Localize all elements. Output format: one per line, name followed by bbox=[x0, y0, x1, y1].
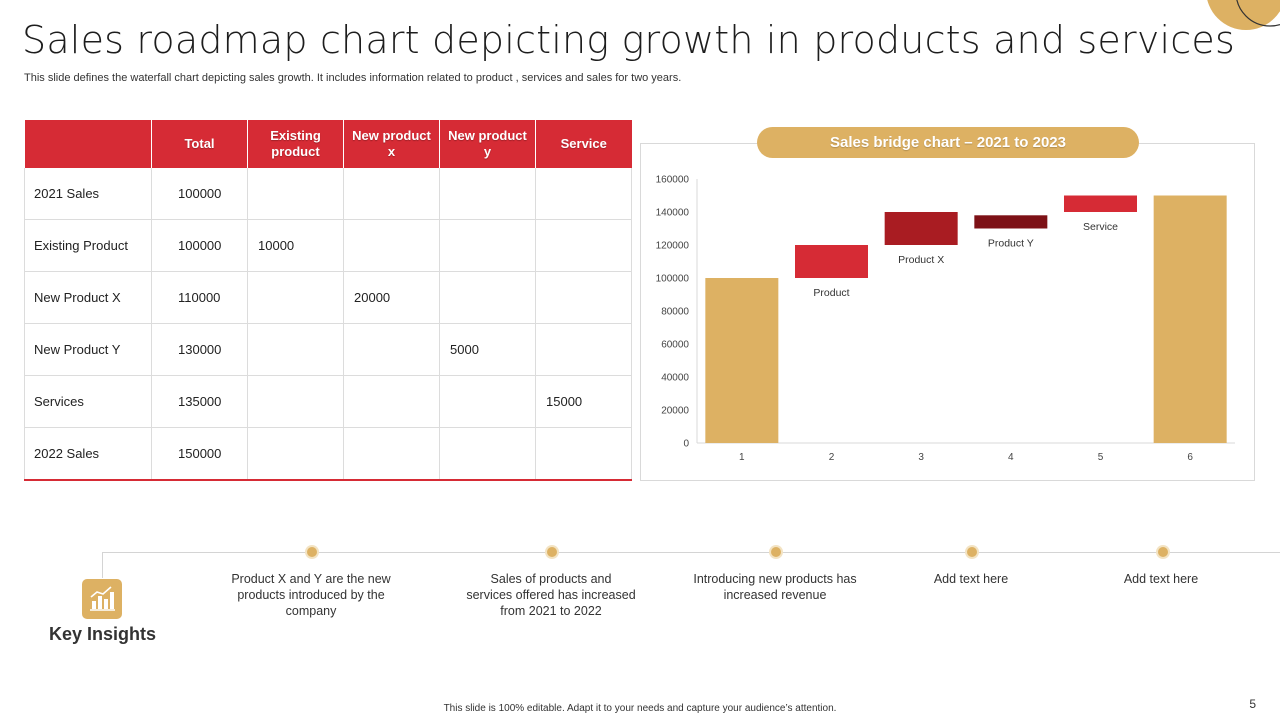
table-cell bbox=[247, 375, 344, 428]
table-header-cell: Total bbox=[151, 120, 248, 168]
table-row: 2021 Sales 100000 bbox=[24, 168, 632, 220]
y-tick-label: 80000 bbox=[661, 307, 689, 318]
timeline-connector bbox=[102, 552, 103, 578]
x-tick-label: 3 bbox=[918, 452, 924, 463]
table-header-row: Total Existing product New product x New… bbox=[24, 120, 632, 168]
insight-text: Introducing new products has increased r… bbox=[693, 572, 857, 602]
table-cell bbox=[439, 427, 536, 481]
bar-data-label: Product bbox=[813, 287, 849, 299]
table-cell: 100000 bbox=[151, 168, 248, 220]
table-cell bbox=[247, 427, 344, 481]
table-cell bbox=[247, 271, 344, 324]
table-cell bbox=[343, 168, 440, 220]
timeline-dot bbox=[307, 547, 317, 557]
page-title: Sales roadmap chart depicting growth in … bbox=[22, 18, 1235, 62]
page-subtitle: This slide defines the waterfall chart d… bbox=[24, 72, 682, 84]
y-tick-label: 100000 bbox=[656, 274, 690, 285]
insight-text: Sales of products and services offered h… bbox=[466, 572, 636, 618]
table-cell: New Product Y bbox=[24, 323, 152, 376]
y-tick-label: 60000 bbox=[661, 340, 689, 351]
timeline-dot bbox=[1158, 547, 1168, 557]
table-cell bbox=[439, 271, 536, 324]
waterfall-bar bbox=[705, 278, 779, 443]
table-cell: 110000 bbox=[151, 271, 248, 324]
table-cell bbox=[535, 168, 632, 220]
x-tick-label: 4 bbox=[1008, 452, 1014, 463]
table-cell: 150000 bbox=[151, 427, 248, 481]
table-cell bbox=[343, 375, 440, 428]
table-cell: 130000 bbox=[151, 323, 248, 376]
table-row: Existing Product 100000 10000 bbox=[24, 219, 632, 272]
footer-note: This slide is 100% editable. Adapt it to… bbox=[443, 703, 837, 714]
table-cell bbox=[439, 219, 536, 272]
waterfall-bar bbox=[1153, 195, 1227, 443]
insight-text: Product X and Y are the new products int… bbox=[231, 572, 391, 618]
chart-title: Sales bridge chart – 2021 to 2023 bbox=[757, 127, 1139, 158]
waterfall-bar bbox=[884, 212, 958, 245]
table-header-cell bbox=[24, 120, 152, 168]
timeline-dot bbox=[547, 547, 557, 557]
y-tick-label: 20000 bbox=[661, 406, 689, 417]
table-cell bbox=[439, 375, 536, 428]
table-cell bbox=[343, 323, 440, 376]
waterfall-bar bbox=[1064, 195, 1137, 212]
waterfall-bar bbox=[974, 215, 1048, 229]
sales-table: Total Existing product New product x New… bbox=[24, 120, 632, 481]
table-cell: 135000 bbox=[151, 375, 248, 428]
table-cell bbox=[535, 219, 632, 272]
insight-text: Add text here bbox=[933, 572, 1009, 586]
table-row: New Product X 110000 20000 bbox=[24, 271, 632, 324]
waterfall-bar bbox=[795, 245, 868, 278]
table-cell: 15000 bbox=[535, 375, 632, 428]
table-row: New Product Y 130000 5000 bbox=[24, 323, 632, 376]
x-tick-label: 1 bbox=[739, 452, 745, 463]
table-cell: New Product X bbox=[24, 271, 152, 324]
table-cell: 5000 bbox=[439, 323, 536, 376]
table-cell: Services bbox=[24, 375, 152, 428]
table-cell bbox=[247, 168, 344, 220]
y-tick-label: 140000 bbox=[656, 208, 690, 219]
key-insights-label: Key Insights bbox=[49, 624, 157, 644]
table-cell bbox=[343, 219, 440, 272]
corner-decoration bbox=[1207, 0, 1280, 30]
table-cell bbox=[535, 427, 632, 481]
y-tick-label: 0 bbox=[683, 439, 689, 450]
bar-data-label: Product Y bbox=[988, 238, 1034, 250]
page-number: 5 bbox=[1249, 697, 1256, 711]
timeline-dot bbox=[967, 547, 977, 557]
table-cell bbox=[535, 323, 632, 376]
table-header-cell: Service bbox=[535, 120, 632, 168]
timeline-line bbox=[102, 552, 1280, 553]
insight-text: Add text here bbox=[1123, 572, 1199, 586]
table-cell: 2021 Sales bbox=[24, 168, 152, 220]
table-cell bbox=[247, 323, 344, 376]
table-row: Services 135000 15000 bbox=[24, 375, 632, 428]
table-cell: Existing Product bbox=[24, 219, 152, 272]
y-tick-label: 160000 bbox=[656, 175, 690, 186]
y-tick-label: 40000 bbox=[661, 373, 689, 384]
table-header-cell: New product y bbox=[439, 120, 536, 168]
bar-chart-icon bbox=[82, 579, 122, 619]
x-tick-label: 6 bbox=[1187, 452, 1193, 463]
table-cell bbox=[535, 271, 632, 324]
y-tick-label: 120000 bbox=[656, 241, 690, 252]
bar-data-label: Service bbox=[1083, 221, 1118, 233]
waterfall-chart: 0 20000 40000 60000 80000 100000 120000 140000 1… bbox=[656, 175, 1235, 463]
bar-data-label: Product X bbox=[898, 254, 944, 266]
table-cell bbox=[343, 427, 440, 481]
table-cell: 20000 bbox=[343, 271, 440, 324]
table-cell: 10000 bbox=[247, 219, 344, 272]
table-cell: 100000 bbox=[151, 219, 248, 272]
table-cell: 2022 Sales bbox=[24, 427, 152, 481]
table-header-cell: Existing product bbox=[247, 120, 344, 168]
table-row: 2022 Sales 150000 bbox=[24, 427, 632, 481]
table-header-cell: New product x bbox=[343, 120, 440, 168]
x-tick-label: 2 bbox=[829, 452, 835, 463]
x-tick-label: 5 bbox=[1098, 452, 1104, 463]
timeline-dot bbox=[771, 547, 781, 557]
table-cell bbox=[439, 168, 536, 220]
